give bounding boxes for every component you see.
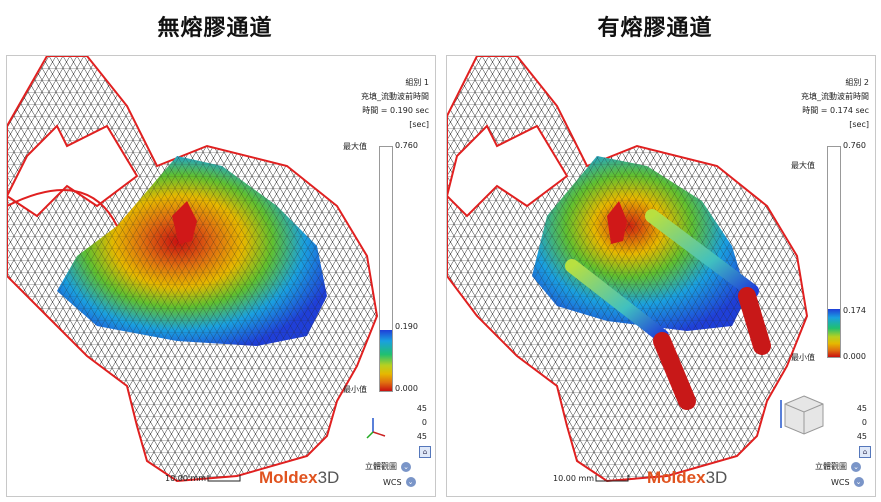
right-view-menu-label: 立體觀圖 xyxy=(815,462,847,471)
right-rot-z: 45 xyxy=(856,432,867,441)
logo-suffix: 3D xyxy=(317,468,340,487)
right-color-fill xyxy=(828,308,840,357)
left-time: 時間 = 0.190 sec xyxy=(362,106,429,115)
left-max-label: 最大值 xyxy=(343,142,367,151)
logo-suffix: 3D xyxy=(705,468,728,487)
left-coord-menu-label: WCS xyxy=(383,477,402,487)
right-viewport[interactable]: 組別 2 充填_流動波前時間 時間 = 0.174 sec [sec] 最大值 … xyxy=(446,55,876,497)
left-coord-menu[interactable]: WCS ⌄ xyxy=(383,477,416,487)
view-cube-icon[interactable] xyxy=(779,392,829,438)
left-rot-x: 45 xyxy=(416,404,427,413)
right-coord-menu[interactable]: WCS ⌄ xyxy=(831,477,864,487)
chevron-down-icon: ⌄ xyxy=(851,461,861,472)
left-rot-y: 0 xyxy=(421,418,427,427)
left-rotation-readout: 45 0 45 xyxy=(407,402,427,444)
right-color-bar xyxy=(827,146,841,358)
left-view-menu[interactable]: 立體觀圖 ⌄ xyxy=(365,461,411,472)
left-min-value: 0.000 xyxy=(395,384,418,393)
right-info: 組別 2 充填_流動波前時間 時間 = 0.174 sec [sec] xyxy=(801,76,869,132)
moldex-logo: Moldex3D xyxy=(647,468,727,488)
view-reset-icon[interactable]: ⌂ xyxy=(419,446,431,458)
left-quantity: 充填_流動波前時間 xyxy=(361,92,429,101)
left-scale-label: 10.00 mm xyxy=(165,474,207,483)
right-coord-menu-label: WCS xyxy=(831,477,850,487)
logo-main: Moldex xyxy=(647,468,706,487)
left-unit: [sec] xyxy=(409,120,429,129)
right-min-value: 0.000 xyxy=(843,352,866,361)
left-viewport[interactable]: 組別 1 充填_流動波前時間 時間 = 0.190 sec [sec] 最大值 … xyxy=(6,55,436,497)
moldex-logo: Moldex3D xyxy=(259,468,339,488)
scale-bar-icon xyxy=(207,475,241,482)
right-min-label: 最小值 xyxy=(791,353,815,362)
left-view-menu-label: 立體觀圖 xyxy=(365,462,397,471)
chevron-down-icon: ⌄ xyxy=(401,461,411,472)
left-heading: 無熔膠通道 xyxy=(157,16,273,41)
left-mesh-model xyxy=(7,56,379,483)
right-scale-label: 10.00 mm xyxy=(553,474,595,483)
right-current-value: 0.174 xyxy=(843,306,866,315)
left-max-value: 0.760 xyxy=(395,141,418,150)
left-min-label: 最小值 xyxy=(343,385,367,394)
right-mesh-model xyxy=(447,56,809,483)
right-case: 組別 2 xyxy=(845,78,869,87)
logo-main: Moldex xyxy=(259,468,318,487)
right-quantity: 充填_流動波前時間 xyxy=(801,92,869,101)
chevron-down-icon: ⌄ xyxy=(405,477,416,487)
left-color-fill xyxy=(380,330,392,391)
chevron-down-icon: ⌄ xyxy=(853,477,864,487)
right-max-label: 最大值 xyxy=(791,161,815,170)
left-case: 組別 1 xyxy=(405,78,429,87)
right-heading: 有熔膠通道 xyxy=(597,16,713,41)
right-rot-y: 0 xyxy=(861,418,867,427)
right-unit: [sec] xyxy=(849,120,869,129)
scale-bar-icon xyxy=(595,475,629,482)
left-color-bar xyxy=(379,146,393,392)
right-time: 時間 = 0.174 sec xyxy=(802,106,869,115)
right-view-menu[interactable]: 立體觀圖 ⌄ xyxy=(815,461,861,472)
left-rot-z: 45 xyxy=(416,432,427,441)
view-reset-icon[interactable]: ⌂ xyxy=(859,446,871,458)
right-max-value: 0.760 xyxy=(843,141,866,150)
right-rot-x: 45 xyxy=(856,404,867,413)
right-rotation-readout: 45 0 45 xyxy=(847,402,867,444)
left-current-value: 0.190 xyxy=(395,322,418,331)
axis-triad-icon xyxy=(366,418,386,439)
left-info: 組別 1 充填_流動波前時間 時間 = 0.190 sec [sec] xyxy=(361,76,429,132)
